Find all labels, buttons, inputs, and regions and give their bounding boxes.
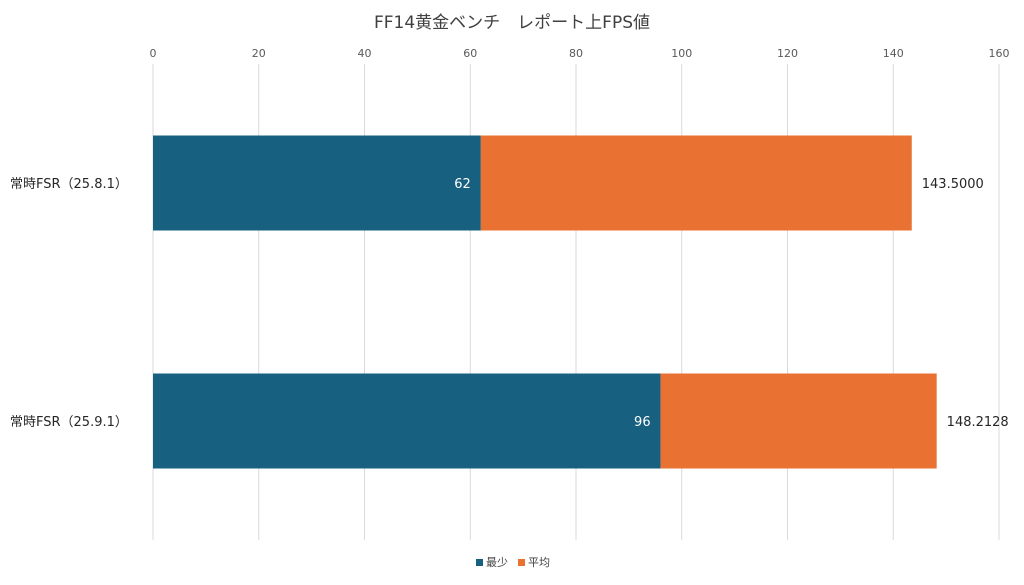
x-tick-label: 60	[463, 47, 477, 60]
x-tick-label: 140	[883, 47, 904, 60]
x-tick-label: 0	[150, 47, 157, 60]
x-tick-label: 20	[252, 47, 266, 60]
category-label: 常時FSR（25.9.1）	[10, 415, 128, 430]
x-tick-label: 120	[777, 47, 798, 60]
legend-label: 平均	[528, 556, 550, 569]
gridlines	[152, 64, 1000, 540]
category-labels: 常時FSR（25.8.1） 常時FSR（25.9.1）	[10, 177, 128, 430]
legend-label: 最少	[486, 556, 508, 569]
legend: 最少 平均	[476, 556, 550, 569]
chart-title: FF14黄金ベンチ レポート上FPS値	[374, 13, 650, 33]
bar-min	[153, 373, 661, 469]
data-label-min: 62	[454, 177, 471, 192]
x-tick-label: 40	[358, 47, 372, 60]
x-tick-label: 160	[989, 47, 1010, 60]
x-tick-label: 80	[569, 47, 583, 60]
bar-avg	[480, 135, 912, 231]
legend-swatch	[476, 559, 483, 566]
legend-swatch	[518, 559, 525, 566]
data-label-avg: 148.2128	[947, 415, 1009, 430]
category-label: 常時FSR（25.8.1）	[10, 177, 128, 192]
data-label-min: 96	[634, 415, 651, 430]
x-tick-label: 100	[671, 47, 692, 60]
bars: 62 143.5000 96 148.2128	[153, 135, 1009, 469]
x-axis-ticks: 0 20 40 60 80 100 120 140 160	[150, 47, 1010, 60]
data-label-avg: 143.5000	[922, 177, 984, 192]
bar-min	[153, 135, 481, 231]
bar-avg	[660, 373, 937, 469]
